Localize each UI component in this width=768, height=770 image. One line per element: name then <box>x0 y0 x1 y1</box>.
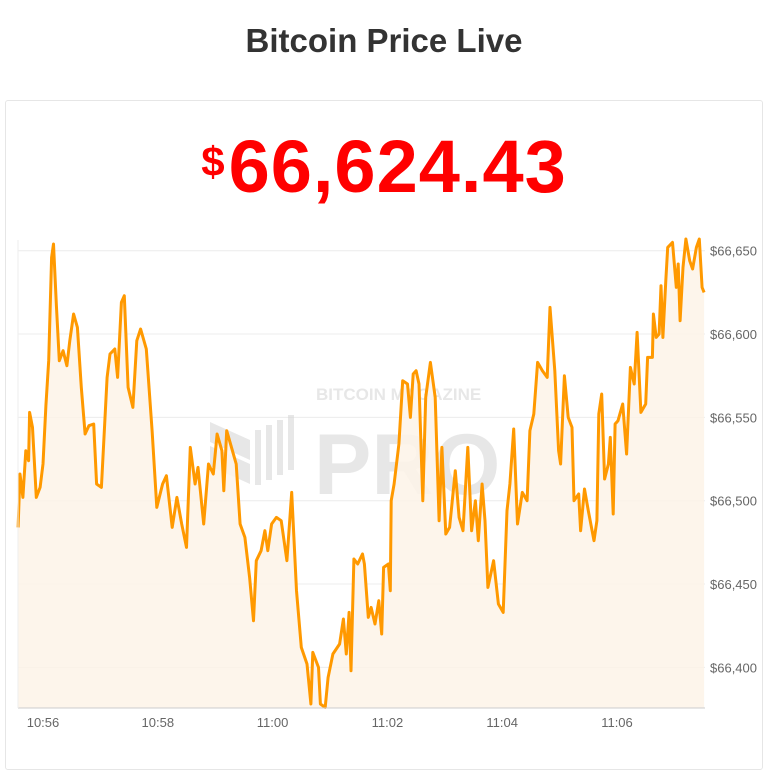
x-tick-label: 10:58 <box>142 715 175 730</box>
y-tick-label: $66,500 <box>710 494 757 509</box>
x-tick-label: 11:02 <box>372 715 404 730</box>
price-area-fill <box>18 239 705 708</box>
x-tick-label: 11:04 <box>486 715 518 730</box>
currency-symbol: $ <box>201 138 225 185</box>
page-title: Bitcoin Price Live <box>245 22 523 59</box>
y-tick-label: $66,600 <box>710 327 757 342</box>
x-tick-label: 11:06 <box>601 715 633 730</box>
y-tick-label: $66,400 <box>710 660 757 675</box>
y-tick-label: $66,450 <box>710 577 757 592</box>
x-tick-label: 11:00 <box>257 715 289 730</box>
watermark-line1: BITCOIN MAGAZINE <box>316 385 481 404</box>
y-axis-ticks: $66,400 $66,450 $66,500 $66,550 $66,600 $66,6… <box>710 244 757 676</box>
price-line <box>16 237 706 709</box>
x-tick-label: 10:56 <box>27 715 60 730</box>
y-tick-label: $66,550 <box>710 410 757 425</box>
current-price: $66,624.43 <box>0 124 768 209</box>
price-value: 66,624.43 <box>228 125 567 208</box>
x-axis-ticks: 10:56 10:58 11:00 11:02 11:04 11:06 <box>27 715 633 730</box>
y-tick-label: $66,650 <box>710 244 757 259</box>
